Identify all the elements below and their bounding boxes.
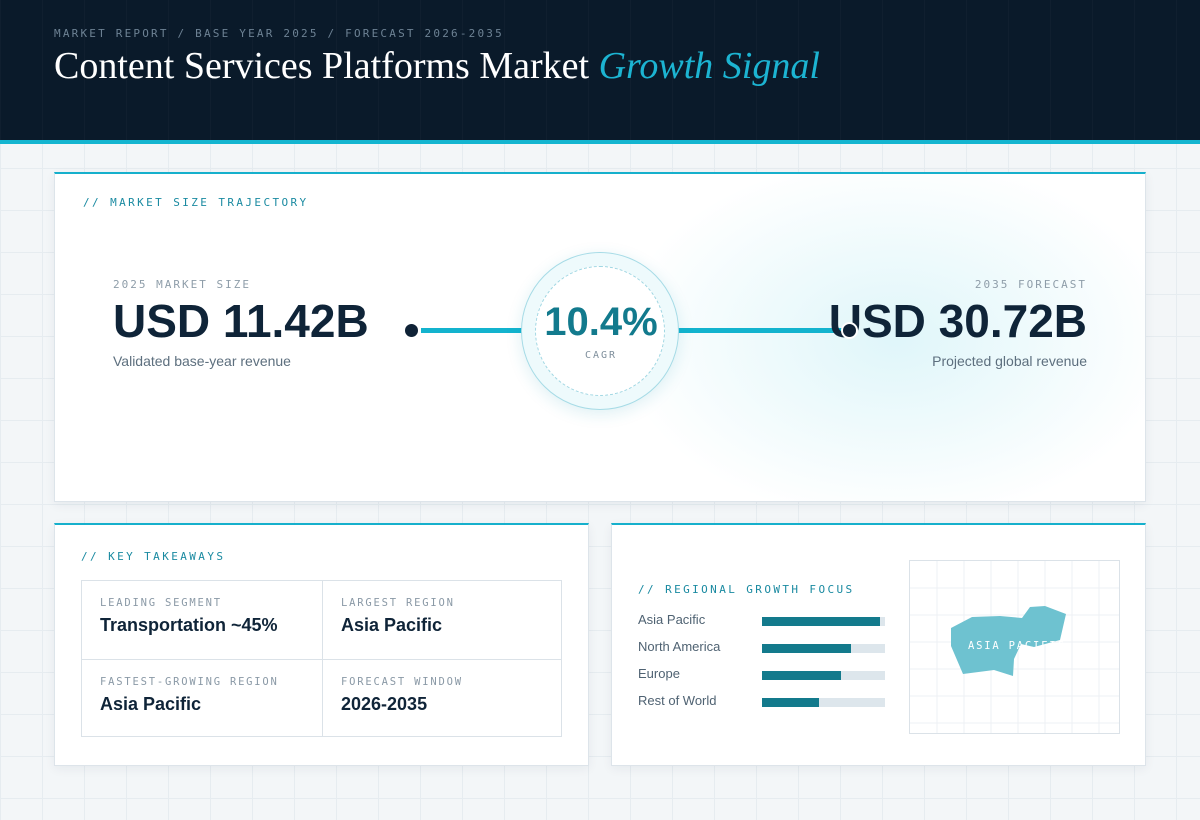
region-bar-fill bbox=[762, 671, 841, 680]
cagr-badge: 10.4% CAGR bbox=[521, 252, 679, 410]
forecast-value: USD 30.72B bbox=[828, 295, 1087, 347]
base-year-value: USD 11.42B bbox=[113, 295, 369, 347]
region-row-europe: Europe bbox=[638, 666, 888, 684]
map-region-label: ASIA PACIFIC bbox=[968, 640, 1066, 652]
takeaway-label: LARGEST REGION bbox=[341, 597, 455, 609]
trajectory-line-right bbox=[675, 328, 849, 333]
cagr-inner-ring: 10.4% CAGR bbox=[535, 266, 665, 396]
base-year-caption: Validated base-year revenue bbox=[113, 353, 291, 369]
region-map-grid bbox=[910, 561, 1119, 733]
page-title-accent: Growth Signal bbox=[598, 45, 820, 87]
region-name: Rest of World bbox=[638, 693, 717, 708]
market-size-card: // MARKET SIZE TRAJECTORY 2025 MARKET SI… bbox=[54, 172, 1146, 502]
page-title-main: Content Services Platforms Market bbox=[54, 45, 590, 87]
region-row-north-america: North America bbox=[638, 639, 888, 657]
regional-growth-card: // REGIONAL GROWTH FOCUS Asia Pacific No… bbox=[611, 523, 1146, 766]
region-name: Asia Pacific bbox=[638, 612, 706, 627]
region-bar-track bbox=[762, 671, 885, 680]
asia-pacific-shape bbox=[951, 606, 1066, 676]
region-bar-fill bbox=[762, 617, 881, 626]
region-bar-track bbox=[762, 644, 885, 653]
region-name: North America bbox=[638, 639, 721, 654]
region-bar-track bbox=[762, 617, 885, 626]
takeaway-value: Transportation ~45% bbox=[100, 615, 278, 635]
takeaways-section-label: // KEY TAKEAWAYS bbox=[81, 550, 226, 563]
forecast-dot bbox=[841, 322, 858, 339]
page-title: Content Services Platforms Market Growth… bbox=[54, 44, 820, 88]
forecast-caption: Projected global revenue bbox=[932, 353, 1087, 369]
takeaway-fastest-growing-region: FASTEST-GROWING REGION Asia Pacific bbox=[82, 659, 322, 737]
takeaway-label: FASTEST-GROWING REGION bbox=[100, 676, 279, 688]
market-size-section-label: // MARKET SIZE TRAJECTORY bbox=[83, 196, 309, 209]
takeaway-label: LEADING SEGMENT bbox=[100, 597, 222, 609]
takeaway-forecast-window: FORECAST WINDOW 2026-2035 bbox=[322, 659, 562, 737]
region-name: Europe bbox=[638, 666, 680, 681]
takeaway-leading-segment: LEADING SEGMENT Transportation ~45% bbox=[82, 581, 322, 659]
base-year-label: 2025 MARKET SIZE bbox=[113, 278, 251, 291]
takeaway-largest-region: LARGEST REGION Asia Pacific bbox=[322, 581, 562, 659]
region-map: ASIA PACIFIC bbox=[909, 560, 1120, 734]
region-bar-fill bbox=[762, 644, 851, 653]
report-header: MARKET REPORT / BASE YEAR 2025 / FORECAS… bbox=[0, 0, 1200, 144]
region-bar-fill bbox=[762, 698, 819, 707]
cagr-value: 10.4% bbox=[544, 300, 658, 344]
forecast-glow bbox=[615, 174, 1145, 501]
cagr-label: CAGR bbox=[584, 350, 618, 361]
breadcrumb: MARKET REPORT / BASE YEAR 2025 / FORECAS… bbox=[54, 27, 504, 40]
takeaways-grid: LEADING SEGMENT Transportation ~45% LARG… bbox=[81, 580, 562, 737]
trajectory-line-left bbox=[421, 328, 525, 333]
regional-section-label: // REGIONAL GROWTH FOCUS bbox=[638, 583, 855, 596]
takeaway-value: Asia Pacific bbox=[100, 694, 202, 714]
base-year-dot bbox=[403, 322, 420, 339]
region-row-asia-pacific: Asia Pacific bbox=[638, 612, 888, 630]
takeaway-value: 2026-2035 bbox=[341, 694, 428, 714]
key-takeaways-card: // KEY TAKEAWAYS LEADING SEGMENT Transpo… bbox=[54, 523, 589, 766]
region-row-rest-of-world: Rest of World bbox=[638, 693, 888, 711]
takeaway-label: FORECAST WINDOW bbox=[341, 676, 463, 688]
forecast-label: 2035 FORECAST bbox=[974, 278, 1087, 291]
takeaway-value: Asia Pacific bbox=[341, 615, 443, 635]
region-bar-track bbox=[762, 698, 885, 707]
